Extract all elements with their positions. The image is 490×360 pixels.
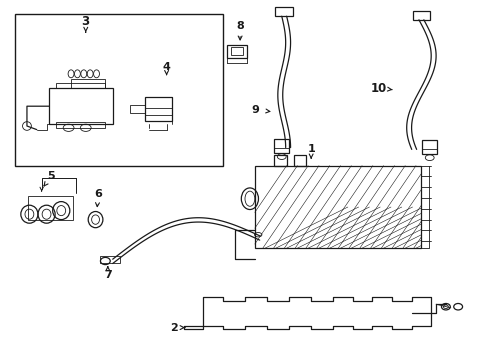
Text: 4: 4 xyxy=(163,62,171,72)
Text: 5: 5 xyxy=(48,171,55,181)
Bar xyxy=(422,140,437,154)
Bar xyxy=(274,155,287,166)
Text: 6: 6 xyxy=(94,189,102,199)
Bar xyxy=(56,83,105,88)
Bar xyxy=(28,196,73,220)
Bar xyxy=(227,45,247,58)
Bar xyxy=(15,14,223,166)
Text: 9: 9 xyxy=(252,105,260,115)
Text: 10: 10 xyxy=(370,82,387,95)
Bar xyxy=(413,11,430,20)
Bar xyxy=(71,79,105,88)
Bar xyxy=(294,155,306,166)
Bar xyxy=(100,256,120,263)
Bar xyxy=(275,7,293,16)
Bar xyxy=(56,122,105,128)
Bar xyxy=(274,139,289,153)
Bar xyxy=(145,97,171,121)
Text: 7: 7 xyxy=(104,270,112,280)
Text: 1: 1 xyxy=(307,144,315,154)
Text: 8: 8 xyxy=(236,21,244,31)
Bar xyxy=(231,47,243,55)
Text: 3: 3 xyxy=(82,15,90,28)
Text: 2: 2 xyxy=(170,323,178,333)
Bar xyxy=(130,105,145,113)
Bar xyxy=(255,166,421,248)
Bar xyxy=(49,88,113,124)
